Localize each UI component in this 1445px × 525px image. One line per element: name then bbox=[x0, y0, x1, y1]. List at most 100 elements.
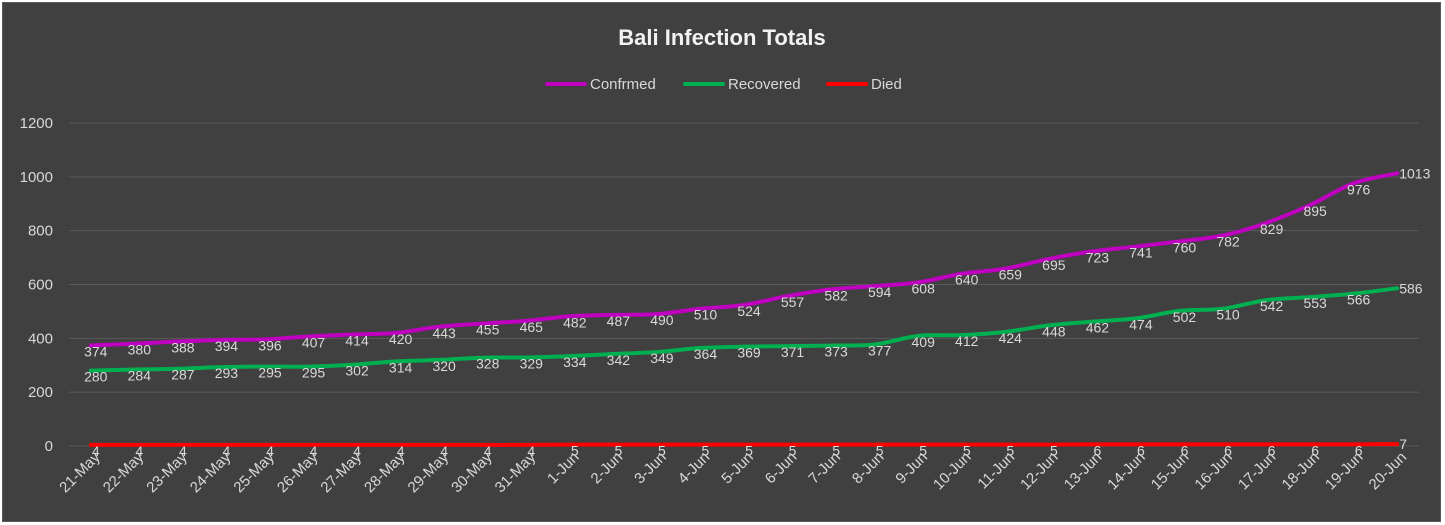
data-label-died: 5 bbox=[789, 443, 797, 459]
y-tick-label: 200 bbox=[28, 384, 53, 401]
series-lines bbox=[88, 171, 1400, 447]
data-label-died: 6 bbox=[1311, 442, 1319, 458]
gridlines bbox=[69, 122, 1419, 447]
data-label-confrmed: 487 bbox=[607, 313, 631, 329]
data-label-died: 6 bbox=[1268, 442, 1276, 458]
y-tick-label: 0 bbox=[45, 438, 53, 455]
data-label-recovered: 373 bbox=[824, 344, 848, 360]
data-label-confrmed: 608 bbox=[912, 280, 936, 296]
x-axis-tick-labels: 21-May22-May23-May24-May25-May26-May27-M… bbox=[56, 448, 1410, 496]
y-tick-label: 800 bbox=[28, 223, 53, 240]
data-label-confrmed: 640 bbox=[955, 272, 979, 288]
data-label-died: 7 bbox=[1399, 436, 1407, 452]
y-axis-tick-labels: 0 200 400 600 800 1000 1200 bbox=[20, 115, 53, 455]
y-tick-label: 600 bbox=[28, 277, 53, 294]
data-label-recovered: 293 bbox=[215, 365, 239, 381]
data-label-recovered: 586 bbox=[1399, 280, 1423, 296]
data-label-died: 4 bbox=[266, 443, 274, 459]
series-line-confrmed bbox=[88, 171, 1400, 348]
data-label-confrmed: 510 bbox=[694, 307, 718, 323]
data-label-recovered: 328 bbox=[476, 356, 500, 372]
data-label-confrmed: 443 bbox=[432, 325, 456, 341]
data-label-died: 6 bbox=[1181, 442, 1189, 458]
data-label-died: 5 bbox=[963, 443, 971, 459]
data-label-confrmed: 582 bbox=[824, 287, 848, 303]
data-label-confrmed: 723 bbox=[1086, 249, 1110, 265]
data-label-confrmed: 760 bbox=[1173, 239, 1197, 255]
data-label-recovered: 287 bbox=[171, 367, 195, 383]
data-label-died: 5 bbox=[1006, 443, 1014, 459]
series-line-recovered bbox=[88, 286, 1400, 373]
data-label-died: 6 bbox=[1224, 442, 1232, 458]
data-label-recovered: 295 bbox=[258, 365, 282, 381]
data-label-recovered: 409 bbox=[912, 334, 936, 350]
data-label-confrmed: 976 bbox=[1347, 181, 1371, 197]
data-label-died: 5 bbox=[614, 443, 622, 459]
data-label-recovered: 424 bbox=[999, 330, 1023, 346]
data-label-confrmed: 388 bbox=[171, 340, 195, 356]
data-label-recovered: 371 bbox=[781, 344, 805, 360]
data-label-confrmed: 374 bbox=[84, 343, 108, 359]
data-label-died: 4 bbox=[484, 443, 492, 459]
y-tick-label: 1200 bbox=[20, 115, 53, 132]
data-label-confrmed: 490 bbox=[650, 312, 674, 328]
data-label-recovered: 302 bbox=[345, 363, 369, 379]
data-label-confrmed: 659 bbox=[999, 267, 1023, 283]
chart-title: Bali Infection Totals bbox=[618, 25, 825, 50]
data-label-died: 4 bbox=[527, 443, 535, 459]
data-label-recovered: 566 bbox=[1347, 292, 1371, 308]
data-label-confrmed: 407 bbox=[302, 334, 326, 350]
data-label-died: 6 bbox=[1137, 442, 1145, 458]
line-chart: Bali Infection Totals Confrmed Recovered… bbox=[20, 25, 1431, 496]
data-label-confrmed: 557 bbox=[781, 294, 805, 310]
data-label-confrmed: 482 bbox=[563, 314, 587, 330]
data-label-confrmed: 829 bbox=[1260, 221, 1284, 237]
data-label-died: 5 bbox=[919, 443, 927, 459]
data-label-confrmed: 465 bbox=[520, 319, 544, 335]
data-label-recovered: 474 bbox=[1129, 316, 1153, 332]
legend-label-confrmed: Confrmed bbox=[590, 76, 656, 93]
data-label-died: 5 bbox=[702, 443, 710, 459]
data-label-recovered: 412 bbox=[955, 333, 979, 349]
data-label-died: 6 bbox=[1355, 442, 1363, 458]
data-label-confrmed: 594 bbox=[868, 284, 892, 300]
data-label-died: 5 bbox=[876, 443, 884, 459]
data-label-recovered: 334 bbox=[563, 354, 587, 370]
data-label-recovered: 502 bbox=[1173, 309, 1197, 325]
data-label-recovered: 462 bbox=[1086, 320, 1110, 336]
data-label-confrmed: 396 bbox=[258, 337, 282, 353]
data-label-died: 4 bbox=[223, 443, 231, 459]
data-label-died: 4 bbox=[397, 443, 405, 459]
data-label-died: 4 bbox=[440, 443, 448, 459]
data-label-confrmed: 394 bbox=[215, 338, 239, 354]
data-labels: 374 380 388 394 396 407 414 420 443 455 465 482 487 4… bbox=[84, 165, 1430, 459]
data-label-died: 4 bbox=[179, 443, 187, 459]
data-label-confrmed: 782 bbox=[1216, 234, 1240, 250]
data-label-recovered: 342 bbox=[607, 352, 631, 368]
y-tick-label: 1000 bbox=[20, 169, 53, 186]
data-label-died: 4 bbox=[135, 443, 143, 459]
data-label-recovered: 280 bbox=[84, 369, 108, 385]
data-label-recovered: 553 bbox=[1303, 295, 1327, 311]
x-tick-label: 20-Jun bbox=[1366, 449, 1410, 493]
data-label-confrmed: 414 bbox=[345, 333, 369, 349]
data-label-confrmed: 895 bbox=[1303, 203, 1327, 219]
data-label-recovered: 542 bbox=[1260, 298, 1284, 314]
data-label-recovered: 295 bbox=[302, 365, 326, 381]
data-label-confrmed: 741 bbox=[1129, 245, 1153, 261]
data-label-recovered: 329 bbox=[520, 355, 544, 371]
data-label-confrmed: 695 bbox=[1042, 257, 1066, 273]
data-label-recovered: 369 bbox=[737, 345, 761, 361]
data-label-recovered: 364 bbox=[694, 346, 718, 362]
data-label-died: 6 bbox=[1093, 442, 1101, 458]
data-label-recovered: 349 bbox=[650, 350, 674, 366]
data-label-confrmed: 380 bbox=[128, 342, 152, 358]
y-tick-label: 400 bbox=[28, 330, 53, 347]
data-label-recovered: 284 bbox=[128, 368, 152, 384]
data-label-confrmed: 420 bbox=[389, 331, 413, 347]
series-line-died bbox=[88, 442, 1400, 447]
data-label-recovered: 510 bbox=[1216, 307, 1240, 323]
data-label-died: 5 bbox=[832, 443, 840, 459]
legend-label-recovered: Recovered bbox=[728, 76, 801, 93]
